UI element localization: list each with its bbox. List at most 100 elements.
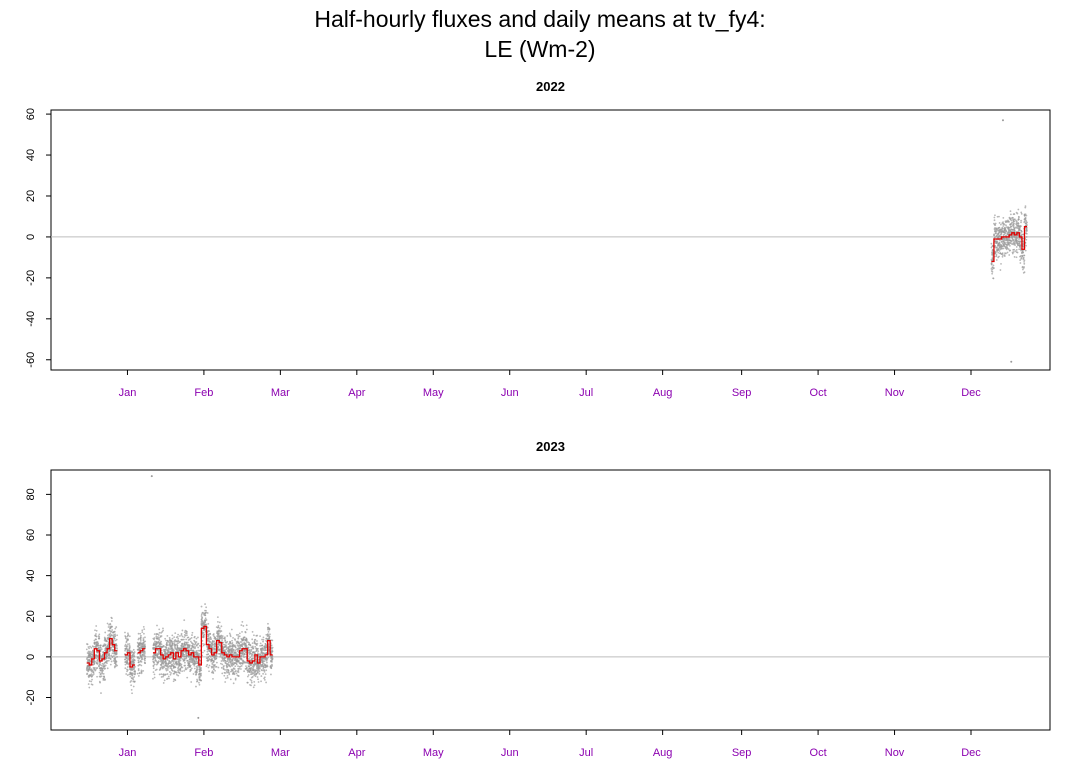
half-hourly-point xyxy=(183,646,186,649)
half-hourly-point xyxy=(185,630,188,633)
half-hourly-point xyxy=(144,662,146,665)
half-hourly-point xyxy=(198,668,201,671)
half-hourly-point xyxy=(269,633,271,636)
half-hourly-point xyxy=(168,639,171,642)
half-hourly-point xyxy=(264,664,267,667)
half-hourly-point xyxy=(1022,251,1024,254)
half-hourly-point xyxy=(991,272,994,275)
half-hourly-point xyxy=(1026,221,1028,224)
half-hourly-point xyxy=(114,633,116,636)
half-hourly-point xyxy=(267,656,270,659)
half-hourly-point xyxy=(124,663,127,666)
half-hourly-point xyxy=(158,628,161,631)
half-hourly-point xyxy=(106,660,109,662)
half-hourly-point xyxy=(232,661,234,664)
half-hourly-point xyxy=(104,631,107,634)
half-hourly-point xyxy=(233,654,236,657)
half-hourly-point xyxy=(245,628,248,631)
half-hourly-point xyxy=(232,643,235,646)
half-hourly-point xyxy=(1016,243,1019,245)
half-hourly-point xyxy=(163,679,166,682)
half-hourly-point xyxy=(253,684,256,687)
half-hourly-point xyxy=(155,660,158,662)
half-hourly-point xyxy=(124,637,127,640)
half-hourly-point xyxy=(234,659,236,662)
half-hourly-point xyxy=(111,649,114,652)
half-hourly-point xyxy=(996,246,998,249)
half-hourly-point xyxy=(224,668,226,671)
half-hourly-point xyxy=(1009,249,1012,252)
half-hourly-point xyxy=(997,251,1000,254)
half-hourly-point xyxy=(232,663,235,666)
half-hourly-point xyxy=(1022,256,1025,259)
half-hourly-point xyxy=(226,635,229,637)
half-hourly-point xyxy=(1025,244,1027,247)
half-hourly-point xyxy=(94,638,97,641)
half-hourly-point xyxy=(244,631,247,633)
half-hourly-point xyxy=(108,624,110,626)
half-hourly-point xyxy=(265,665,268,668)
half-hourly-point xyxy=(124,661,127,664)
half-hourly-point xyxy=(203,628,206,631)
half-hourly-point xyxy=(176,635,179,638)
half-hourly-point xyxy=(126,661,129,664)
half-hourly-point xyxy=(179,668,182,671)
half-hourly-point xyxy=(271,657,274,660)
half-hourly-point xyxy=(254,638,257,641)
half-hourly-point xyxy=(102,656,105,659)
half-hourly-point xyxy=(184,644,187,647)
half-hourly-point xyxy=(235,642,238,645)
half-hourly-point xyxy=(102,672,105,675)
half-hourly-point xyxy=(249,673,252,676)
half-hourly-point xyxy=(271,663,273,666)
half-hourly-point xyxy=(1013,220,1016,223)
half-hourly-point xyxy=(998,228,1001,231)
half-hourly-point xyxy=(96,651,99,654)
half-hourly-point xyxy=(173,671,176,673)
half-hourly-point xyxy=(165,661,168,664)
half-hourly-point xyxy=(143,651,146,654)
half-hourly-point xyxy=(270,673,272,676)
half-hourly-point xyxy=(262,636,265,639)
half-hourly-point xyxy=(996,236,999,239)
half-hourly-point xyxy=(243,653,246,656)
half-hourly-point xyxy=(139,632,142,635)
half-hourly-point xyxy=(200,624,203,627)
half-hourly-point xyxy=(110,620,113,622)
half-hourly-point xyxy=(126,659,128,662)
half-hourly-point xyxy=(172,667,175,669)
half-hourly-point xyxy=(998,244,1001,247)
half-hourly-point xyxy=(162,682,165,684)
x-tick-label-jun: Jun xyxy=(501,747,519,759)
half-hourly-point xyxy=(1023,220,1026,223)
half-hourly-point xyxy=(229,641,232,644)
half-hourly-point xyxy=(1025,232,1028,235)
half-hourly-point xyxy=(190,647,193,650)
x-tick-label-aug: Aug xyxy=(653,747,673,759)
half-hourly-point xyxy=(94,669,97,672)
half-hourly-point xyxy=(232,672,234,674)
half-hourly-point xyxy=(131,692,133,695)
half-hourly-point xyxy=(1017,233,1020,236)
half-hourly-point xyxy=(220,660,223,662)
half-hourly-point xyxy=(140,669,143,672)
half-hourly-point xyxy=(172,649,175,651)
half-hourly-point xyxy=(88,686,91,689)
half-hourly-point xyxy=(104,649,107,652)
half-hourly-point xyxy=(1021,249,1024,252)
half-hourly-point xyxy=(166,677,169,680)
half-hourly-point xyxy=(1014,237,1017,240)
half-hourly-point xyxy=(999,252,1002,254)
half-hourly-point xyxy=(1017,230,1020,232)
half-hourly-point xyxy=(229,661,232,663)
half-hourly-point xyxy=(153,673,156,676)
half-hourly-point xyxy=(157,641,160,644)
half-hourly-point xyxy=(207,642,210,645)
half-hourly-point xyxy=(211,652,214,655)
half-hourly-point xyxy=(237,675,240,677)
half-hourly-point xyxy=(1023,218,1026,221)
half-hourly-point xyxy=(212,633,215,636)
half-hourly-point xyxy=(106,667,109,670)
x-tick-label-jan: Jan xyxy=(119,747,137,759)
